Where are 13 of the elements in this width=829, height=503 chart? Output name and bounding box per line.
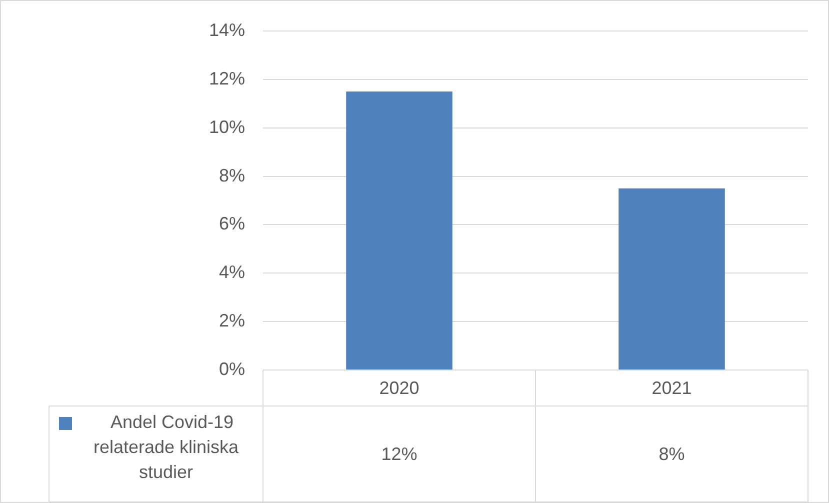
y-tick-label: 0% — [218, 358, 245, 379]
y-tick-label: 10% — [208, 116, 245, 137]
y-tick-label: 12% — [208, 68, 245, 88]
x-tick-label: 2020 — [379, 378, 420, 398]
y-tick-label: 8% — [218, 165, 245, 186]
legend-label: Andel Covid-19 relaterade kliniska studier — [92, 411, 240, 484]
x-tick-label: 2021 — [652, 378, 692, 398]
y-tick-label: 2% — [218, 310, 245, 331]
y-tick-label: 4% — [218, 262, 245, 282]
data-label: 12% — [380, 442, 418, 466]
y-tick-label: 14% — [208, 20, 245, 40]
y-tick-label: 6% — [218, 214, 245, 234]
data-label: 8% — [658, 442, 686, 466]
